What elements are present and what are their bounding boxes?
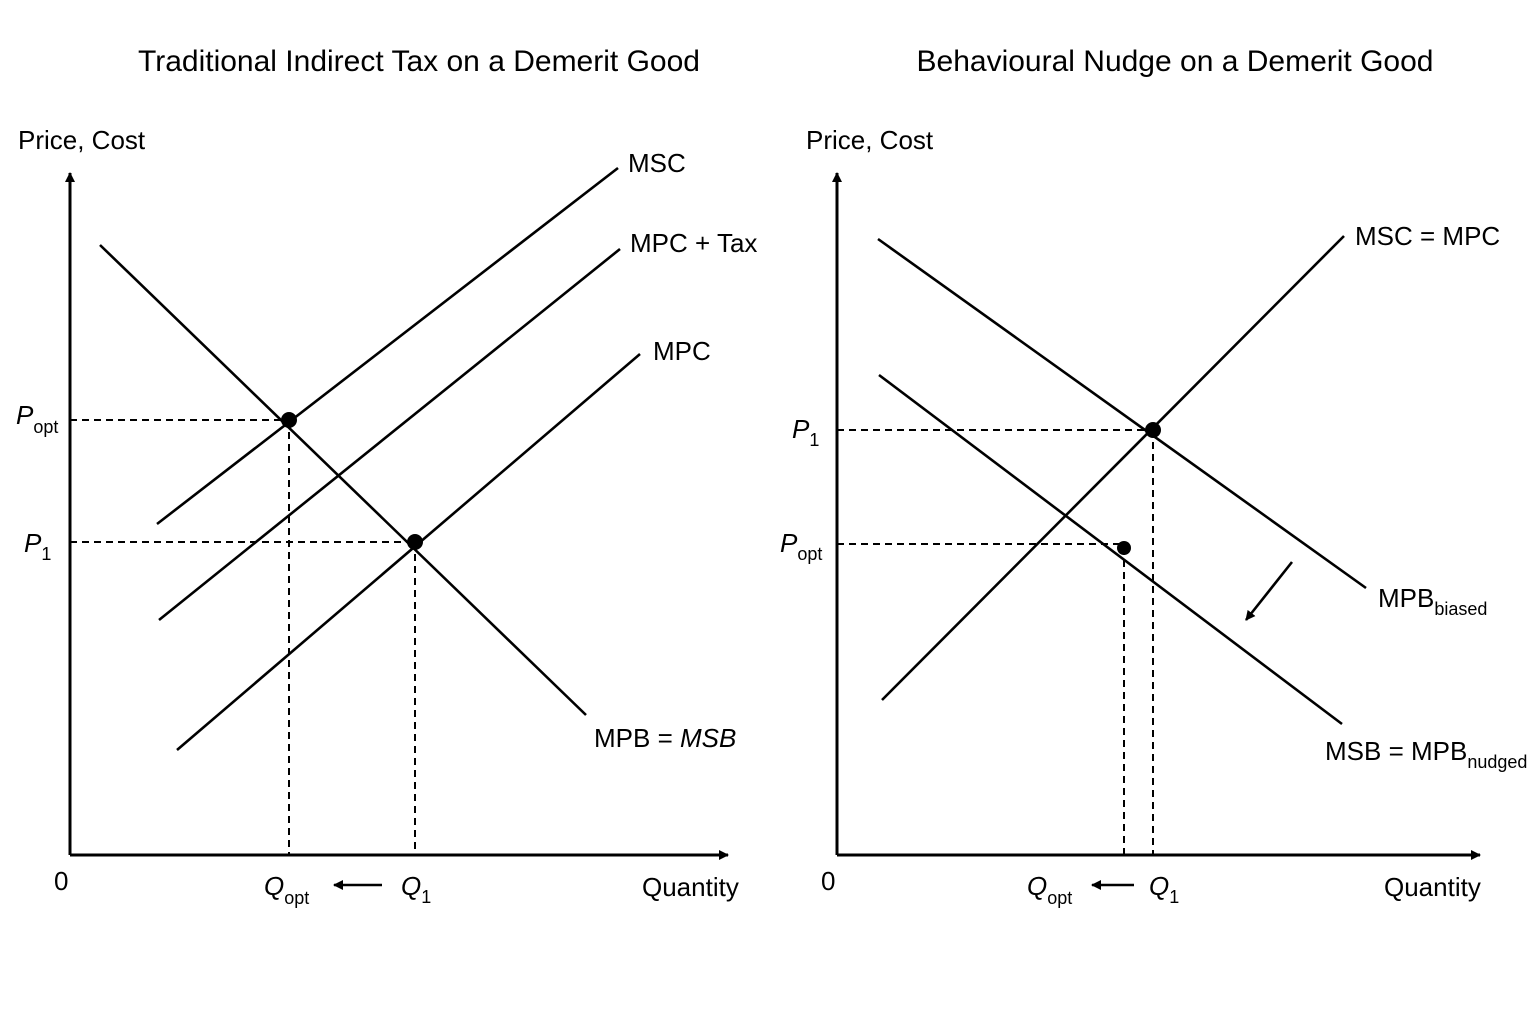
- q1-sub: 1: [421, 887, 431, 907]
- q1-main: Q: [401, 871, 421, 901]
- mpc-label: MPC: [653, 336, 711, 366]
- q-opt-sub: opt: [284, 888, 309, 908]
- mpb-biased-main: MPB: [1378, 583, 1434, 613]
- mpb-biased-sub: biased: [1434, 599, 1487, 619]
- q-opt-label-right: Qopt: [1027, 871, 1072, 908]
- nudge-origin-label: 0: [821, 866, 835, 896]
- q1-sub-right: 1: [1169, 887, 1179, 907]
- tax-y-axis-label: Price, Cost: [18, 125, 146, 155]
- p-opt-sub: opt: [33, 417, 58, 437]
- p-opt-label-right: Popt: [780, 528, 822, 564]
- p1-label: P1: [24, 528, 51, 564]
- biased-equilibrium-point: [1145, 422, 1161, 438]
- q-opt-label: Qopt: [264, 871, 309, 908]
- mpb-biased-label: MPBbiased: [1378, 583, 1487, 619]
- p-opt-main: P: [16, 400, 34, 430]
- mpc-curve: [176, 353, 641, 751]
- q1-main-right: Q: [1149, 871, 1169, 901]
- mpb-text: MPB =: [594, 723, 680, 753]
- q-opt-main-right: Q: [1027, 871, 1047, 901]
- optimum-point: [281, 412, 297, 428]
- nudge-x-axis-label: Quantity: [1384, 872, 1481, 902]
- msb-text: MSB: [680, 723, 736, 753]
- nudge-panel: Behavioural Nudge on a Demerit Good Pric…: [780, 45, 1527, 908]
- mpb-biased-curve: [877, 237, 1367, 590]
- mpc-plus-tax-curve: [158, 247, 621, 622]
- mpc-plus-tax-label: MPC + Tax: [630, 228, 757, 258]
- nudge-panel-title: Behavioural Nudge on a Demerit Good: [917, 45, 1434, 78]
- nudge-y-axis-label: Price, Cost: [806, 125, 934, 155]
- p1-label-right: P1: [792, 414, 819, 450]
- msb-mpb-nudged-curve: [878, 373, 1343, 726]
- msc-mpc-label: MSC = MPC: [1355, 221, 1500, 251]
- p1-sub-right: 1: [809, 430, 819, 450]
- mpb-msb-curve: [99, 244, 587, 716]
- q1-label-right: Q1: [1149, 871, 1179, 907]
- tax-origin-label: 0: [54, 866, 68, 896]
- tax-panel-title: Traditional Indirect Tax on a Demerit Go…: [138, 45, 700, 78]
- p-opt-sub-right: opt: [797, 544, 822, 564]
- msc-curve: [156, 166, 619, 526]
- p1-main-right: P: [792, 414, 810, 444]
- msb-mpb-nudged-sub: nudged: [1467, 752, 1527, 772]
- demand-shift-arrow: [1244, 561, 1294, 621]
- msc-mpc-curve: [881, 235, 1345, 701]
- mpb-msb-label: MPB = MSB: [594, 723, 736, 753]
- p1-sub: 1: [41, 544, 51, 564]
- q-opt-sub-right: opt: [1047, 888, 1072, 908]
- nudged-optimum-point: [1117, 541, 1131, 555]
- tax-x-axis-label: Quantity: [642, 872, 739, 902]
- q1-label: Q1: [401, 871, 431, 907]
- market-equilibrium-point: [407, 534, 423, 550]
- p-opt-label: Popt: [16, 400, 58, 437]
- q-opt-main: Q: [264, 871, 284, 901]
- p1-main: P: [24, 528, 42, 558]
- msc-label: MSC: [628, 148, 686, 178]
- msb-mpb-nudged-main: MSB = MPB: [1325, 736, 1467, 766]
- tax-panel: Traditional Indirect Tax on a Demerit Go…: [16, 45, 757, 908]
- msb-mpb-nudged-label: MSB = MPBnudged: [1325, 736, 1527, 772]
- p-opt-main-right: P: [780, 528, 798, 558]
